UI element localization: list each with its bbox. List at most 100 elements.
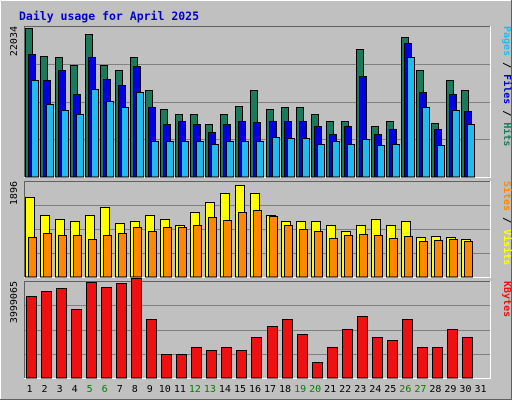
volume-bar-kbytes-27 xyxy=(417,347,428,379)
x-tick-label-15: 15 xyxy=(234,384,246,395)
x-tick-label-4: 4 xyxy=(72,384,78,395)
requests-bar-pages-16 xyxy=(256,141,264,178)
panel-requests: 22034 Pages / Files / Hits xyxy=(9,26,512,178)
requests-bar-pages-28 xyxy=(437,145,445,178)
volume-bar-kbytes-23 xyxy=(357,316,368,379)
x-tick-label-3: 3 xyxy=(57,384,63,395)
volume-bar-kbytes-22 xyxy=(342,329,353,379)
requests-bar-pages-12 xyxy=(196,141,204,178)
visitors-bar-sites-9 xyxy=(148,231,157,278)
requests-bar-pages-19 xyxy=(302,138,310,178)
chart-title: Daily usage for April 2025 xyxy=(19,9,199,23)
x-tick-label-12: 12 xyxy=(189,384,201,395)
visitors-bar-sites-18 xyxy=(284,225,293,278)
panel-visitors: 1896 Sites / Visits xyxy=(9,181,512,278)
x-tick-label-27: 27 xyxy=(414,384,426,395)
requests-bar-pages-13 xyxy=(211,144,219,178)
visitors-bar-sites-12 xyxy=(193,225,202,278)
volume-bar-kbytes-5 xyxy=(86,282,97,379)
volume-bar-kbytes-12 xyxy=(191,347,202,379)
volume-bar-kbytes-17 xyxy=(267,326,278,379)
visitors-bar-sites-21 xyxy=(329,238,338,278)
requests-series-label-part-4: / xyxy=(501,104,512,122)
volume-bar-kbytes-24 xyxy=(372,337,383,379)
volume-bar-kbytes-1 xyxy=(26,296,37,379)
requests-bar-pages-5 xyxy=(91,89,99,178)
requests-bar-pages-29 xyxy=(452,110,460,178)
requests-bar-pages-17 xyxy=(272,137,280,178)
requests-bar-pages-24 xyxy=(377,145,385,178)
requests-bar-pages-15 xyxy=(241,141,249,178)
x-tick-label-26: 26 xyxy=(399,384,411,395)
visitors-bar-sites-5 xyxy=(88,239,97,278)
visitors-series-label-part-3: Visits xyxy=(501,229,512,265)
x-tick-label-31: 31 xyxy=(474,384,486,395)
x-tick-label-18: 18 xyxy=(279,384,291,395)
visitors-bar-sites-30 xyxy=(464,241,473,278)
requests-series-label-part-5: Hits xyxy=(501,122,512,146)
visitors-bar-sites-10 xyxy=(163,227,172,278)
requests-bar-pages-11 xyxy=(181,141,189,178)
requests-bar-pages-8 xyxy=(136,92,144,178)
volume-bar-kbytes-4 xyxy=(71,309,82,379)
x-tick-label-14: 14 xyxy=(219,384,231,395)
visitors-max-label: 1896 xyxy=(9,181,20,205)
visitors-bar-sites-14 xyxy=(223,220,232,278)
volume-series-label-part-1: KBytes xyxy=(501,281,512,317)
x-tick-label-25: 25 xyxy=(384,384,396,395)
x-tick-label-7: 7 xyxy=(117,384,123,395)
x-tick-label-30: 30 xyxy=(459,384,471,395)
x-tick-label-24: 24 xyxy=(369,384,381,395)
x-tick-label-28: 28 xyxy=(429,384,441,395)
volume-bar-kbytes-10 xyxy=(161,354,172,379)
visitors-bar-sites-29 xyxy=(449,239,458,278)
x-tick-label-22: 22 xyxy=(339,384,351,395)
visitors-bar-sites-15 xyxy=(238,212,247,278)
visitors-bar-sites-20 xyxy=(314,231,323,278)
requests-bar-pages-18 xyxy=(287,138,295,178)
x-tick-label-17: 17 xyxy=(264,384,276,395)
volume-bar-kbytes-26 xyxy=(402,319,413,379)
x-tick-label-21: 21 xyxy=(324,384,336,395)
volume-bar-kbytes-13 xyxy=(206,350,217,379)
visitors-series-label-part-1: Sites xyxy=(501,181,512,211)
x-tick-label-19: 19 xyxy=(294,384,306,395)
requests-bar-pages-6 xyxy=(106,101,114,178)
x-axis-labels: 1 2 3 4 5 6 7 8 9 10 11 12 13 14 15 16 17 18 19 20 21 22 23 24 2… xyxy=(27,384,487,395)
requests-bar-pages-25 xyxy=(392,144,400,178)
volume-bar-kbytes-18 xyxy=(282,319,293,379)
volume-bar-kbytes-7 xyxy=(116,283,127,379)
volume-series-label: KBytes xyxy=(501,281,512,317)
volume-bar-kbytes-8 xyxy=(131,278,142,379)
visitors-bar-sites-3 xyxy=(58,235,67,278)
requests-bar-pages-1 xyxy=(31,80,39,178)
volume-bar-kbytes-15 xyxy=(236,350,247,379)
requests-bar-pages-23 xyxy=(362,139,370,178)
volume-bar-kbytes-2 xyxy=(41,291,52,379)
x-tick-label-23: 23 xyxy=(354,384,366,395)
requests-bar-pages-14 xyxy=(226,141,234,178)
requests-bar-pages-26 xyxy=(407,57,415,178)
visitors-series-label: Sites / Visits xyxy=(501,181,512,265)
requests-bar-pages-7 xyxy=(121,107,129,178)
requests-bar-pages-27 xyxy=(422,107,430,178)
volume-bar-kbytes-28 xyxy=(432,347,443,379)
requests-series-label: Pages / Files / Hits xyxy=(501,26,512,146)
requests-bar-pages-10 xyxy=(166,141,174,178)
visitors-bar-sites-6 xyxy=(103,235,112,278)
volume-bar-kbytes-25 xyxy=(387,340,398,379)
volume-bar-kbytes-9 xyxy=(146,319,157,379)
volume-bar-kbytes-30 xyxy=(462,337,473,379)
requests-bar-pages-21 xyxy=(332,141,340,178)
x-tick-label-5: 5 xyxy=(87,384,93,395)
volume-bar-kbytes-16 xyxy=(251,337,262,379)
visitors-bar-sites-28 xyxy=(434,240,443,278)
volume-bar-kbytes-11 xyxy=(176,354,187,379)
x-tick-label-8: 8 xyxy=(132,384,138,395)
volume-bar-kbytes-19 xyxy=(297,334,308,379)
x-tick-label-2: 2 xyxy=(42,384,48,395)
requests-bar-pages-30 xyxy=(467,124,475,178)
visitors-bar-sites-26 xyxy=(404,236,413,278)
